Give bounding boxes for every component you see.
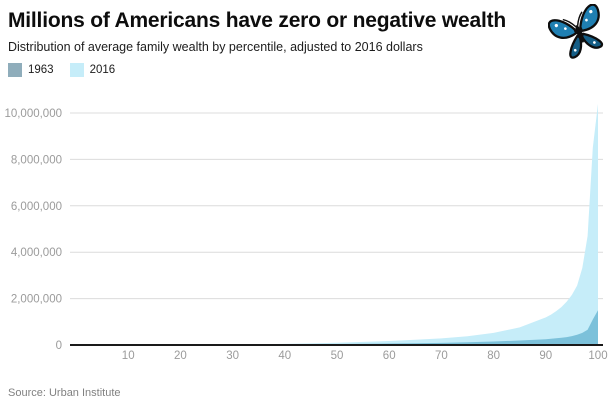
- x-tick-label: 20: [174, 350, 187, 362]
- y-tick-label: 10,000,000: [4, 108, 62, 120]
- legend-label-1963: 1963: [28, 64, 54, 76]
- y-tick-label: 0: [56, 340, 62, 352]
- x-tick-label: 10: [122, 350, 135, 362]
- x-tick-label: 30: [226, 350, 239, 362]
- x-tick-label: 60: [383, 350, 396, 362]
- area-2016: [76, 103, 598, 346]
- page-title: Millions of Americans have zero or negat…: [8, 9, 507, 32]
- butterfly-icon: [547, 3, 610, 60]
- wealth-area-chart: 0 2,000,000 4,000,000 6,000,000 8,000,000 10,…: [4, 103, 608, 362]
- source-note: Source: Urban Institute: [8, 387, 121, 399]
- area-1963: [76, 310, 598, 345]
- y-tick-label: 4,000,000: [11, 247, 62, 259]
- y-tick-label: 2,000,000: [11, 294, 62, 306]
- legend-swatch-2016: [69, 63, 84, 77]
- header: Millions of Americans have zero or negat…: [8, 3, 612, 60]
- chart-subtitle: Distribution of average family wealth by…: [8, 40, 423, 54]
- chart-area: 0 2,000,000 4,000,000 6,000,000 8,000,000 10,…: [0, 92, 616, 377]
- x-tick-label: 50: [331, 350, 344, 362]
- y-tick-label: 6,000,000: [11, 201, 62, 213]
- x-tick-label: 100: [588, 350, 607, 362]
- legend-item-1963: 1963: [8, 63, 54, 77]
- y-tick-label: 8,000,000: [11, 154, 62, 166]
- x-tick-label: 80: [487, 350, 500, 362]
- x-tick-label: 40: [278, 350, 291, 362]
- x-tick-label: 70: [435, 350, 448, 362]
- chart-legend: 1963 2016: [8, 63, 115, 77]
- legend-item-2016: 2016: [69, 63, 116, 77]
- legend-swatch-1963: [8, 63, 22, 77]
- x-tick-label: 90: [539, 350, 552, 362]
- legend-label-2016: 2016: [89, 64, 116, 76]
